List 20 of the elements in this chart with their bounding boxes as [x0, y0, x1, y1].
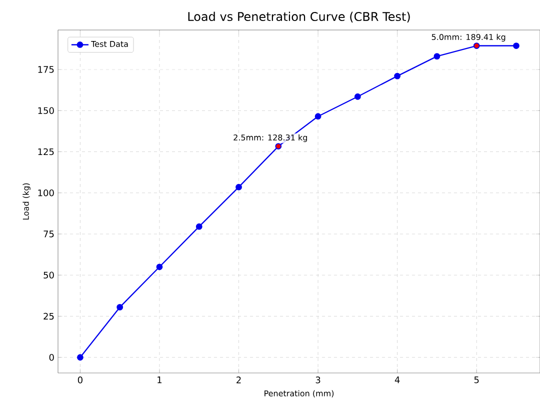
y-tick-label: 125	[38, 148, 54, 156]
annotation: 5.0mm: 189.41 kg	[432, 34, 506, 42]
chart-title: Load vs Penetration Curve (CBR Test)	[188, 12, 410, 22]
legend-label: Test Data	[91, 41, 128, 47]
x-tick-label: 3	[316, 376, 320, 384]
y-tick-label: 150	[38, 107, 54, 114]
y-axis-title: Load (kg)	[22, 183, 30, 220]
y-tick-label: 175	[38, 66, 54, 73]
y-tick-label: 100	[38, 189, 54, 196]
x-tick-label: 4	[394, 376, 400, 384]
y-tick-label: 0	[49, 354, 54, 361]
x-axis-title: Penetration (mm)	[264, 390, 334, 398]
y-tick-label: 25	[44, 312, 54, 320]
x-tick-label: 1	[158, 376, 162, 384]
y-tick-label: 50	[44, 272, 54, 279]
annotation: 2.5mm: 128.31 kg	[234, 134, 307, 142]
y-tick-label: 75	[44, 230, 54, 238]
x-tick-label: 5	[474, 376, 479, 384]
x-tick-label: 0	[78, 376, 82, 384]
x-tick-label: 2	[236, 376, 241, 384]
